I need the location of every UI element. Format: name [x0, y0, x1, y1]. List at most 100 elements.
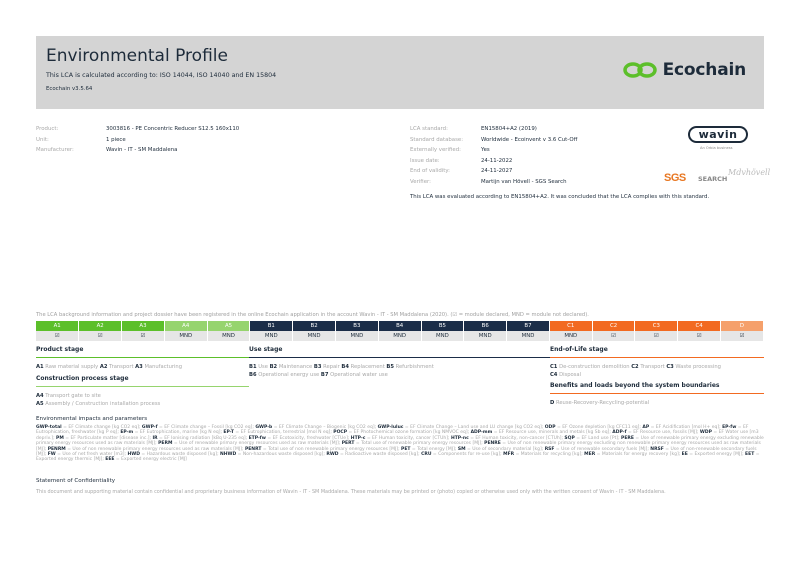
module-code-b3: B3	[335, 321, 379, 331]
abbreviation-term: PERT	[341, 441, 355, 447]
abbreviation-term: HTP-nc	[450, 435, 469, 441]
info-row: Standard database: Worldwide - Ecoinvent …	[410, 135, 577, 146]
stage-module-code: D	[550, 400, 555, 406]
abbreviation-definition: EF Eutrophication, freshwater [kg P eq]	[36, 425, 749, 436]
abbreviation-definition: EF Climate Change – Biogenic [kg CO2 eq]	[278, 425, 375, 430]
module-status-c2: ☑	[592, 331, 636, 341]
info-value: 24-11-2027	[481, 168, 513, 174]
abbreviation-term: RSF	[544, 446, 555, 452]
page-title: Environmental Profile	[46, 46, 228, 66]
ecochain-logo: Ecochain	[622, 60, 746, 80]
info-label: LCA standard:	[410, 126, 448, 132]
abbreviation-term: EP-fw	[722, 425, 737, 430]
info-value: 1 piece	[106, 136, 126, 143]
module-status-a4: MND	[164, 331, 208, 341]
module-status-b4: MND	[378, 331, 422, 341]
modules-status-row: ☑ ☑ ☑ MND MND MND MND MND MND MND MND MND MND ☑ ☑ ☑ ☑	[36, 331, 764, 341]
info-value: EN15804+A2 (2019)	[481, 126, 537, 132]
header-banner: Environmental Profile This LCA is calcul…	[36, 36, 764, 109]
confidentiality-title: Statement of Confidentiality	[36, 478, 116, 484]
stage-module-label: Transport	[640, 364, 665, 370]
abbreviation-definition: Use of non-renewable secondary fuels [MJ…	[36, 446, 757, 458]
module-status-b2: MND	[292, 331, 336, 341]
abbreviation-definition: EF Particulate matter [disease inc.]	[70, 435, 150, 441]
stage-title: End-of-Life stage	[550, 346, 764, 358]
abbreviation-definition: EF Land use [Pt]	[581, 435, 619, 441]
abbreviation-definition: Total energy [MJ]	[417, 446, 455, 452]
stage-modules: D Reuse-Recovery-Recycling-potential	[550, 400, 764, 408]
stage-modules: C1 De-construction demolition C2 Transpo…	[550, 364, 764, 379]
stage-module-code: A4	[36, 393, 44, 399]
info-row: Externally verified: Yes	[410, 145, 577, 156]
abbreviation-definition: EF Resource use, minerals and metals [kg…	[498, 430, 610, 436]
abbreviation-definition: EF Eutrophication, terrestrial [mol N eq…	[240, 430, 331, 436]
module-status-b3: MND	[335, 331, 379, 341]
info-row: Verifier: Martijn van Hövell - SGS Search	[410, 177, 577, 188]
module-status-c4: ☑	[677, 331, 721, 341]
stage-module-label: Operational energy use	[258, 371, 320, 378]
abbreviation-term: CRU	[421, 452, 432, 458]
abbreviation-definition: Use of renewable primary energy resource…	[179, 441, 339, 447]
abbreviation-term: ODP	[544, 425, 556, 430]
abbreviation-definition: Exported energy thermic [MJ]	[36, 457, 103, 463]
info-row: Issue date: 24-11-2022	[410, 156, 577, 167]
stage-module-label: Replacement	[350, 364, 385, 370]
abbreviation-definition: Use of secondary material [kg]	[472, 446, 542, 452]
abbreviation-definition: Use of non renewable primary energy reso…	[72, 446, 242, 452]
abbreviation-definition: Use of net fresh water [m3]	[62, 452, 125, 458]
subtitle: This LCA is calculated according to: ISO…	[46, 72, 277, 79]
info-row: End of validity: 24-11-2027	[410, 166, 577, 177]
stage-title: Construction process stage	[36, 375, 249, 387]
abbreviation-definition: EF Ionising radiation [kBq U-235 eq]	[164, 435, 246, 441]
info-label: Standard database:	[410, 136, 464, 143]
info-value: Worldwide - Ecoinvent v 3.6 Cut-Off	[481, 136, 578, 143]
abbreviation-term: GWP-luluc	[377, 425, 404, 430]
module-note: The LCA background information and proje…	[36, 312, 589, 318]
abbreviation-definition: Components for re-use [kg]	[438, 452, 501, 458]
stage-module-code: C1	[550, 364, 558, 370]
info-label: End of validity:	[410, 168, 451, 174]
module-code-d: D	[720, 321, 764, 331]
module-status-c3: ☑	[634, 331, 679, 341]
stage-module-code: B2	[269, 364, 278, 370]
module-status-b6: MND	[463, 331, 508, 341]
module-status-b7: MND	[506, 331, 550, 341]
module-status-a1: ☑	[36, 331, 80, 341]
info-value: Wavin - IT - SM Maddalena	[106, 147, 178, 153]
abbreviation-term: PERM	[158, 441, 173, 447]
abbreviation-term: AP	[642, 425, 650, 430]
stage-module-label: Transport gate to site	[45, 393, 101, 399]
stage-module-label: Assembly / Construction installation pro…	[45, 400, 161, 407]
module-status-a3: ☑	[121, 331, 165, 341]
stage-module-label: Raw material supply	[45, 364, 99, 370]
abbreviation-term: ETP-fw	[248, 435, 266, 441]
module-code-b6: B6	[463, 321, 508, 331]
stage-module-code: B1	[249, 364, 257, 370]
abbreviation-definition: EF Climate change [kg CO2 eq]	[68, 425, 139, 430]
stage-title: Use stage	[249, 346, 550, 358]
stage-module-code: B5	[386, 364, 394, 370]
abbreviation-definition: Total use of renewable primary energy re…	[361, 441, 482, 447]
abbreviation-definition: Use of renewable primary energy excludin…	[36, 435, 764, 447]
stage-title: Benefits and loads beyond the system bou…	[550, 382, 764, 394]
stage-module-label: Use	[258, 364, 268, 370]
abbreviation-definition: EF Climate Change – Land use and LU chan…	[410, 425, 542, 430]
confidentiality-text: This document and supporting material co…	[36, 489, 666, 495]
abbreviation-term: MFR	[503, 452, 515, 458]
info-label: Manufacturer:	[36, 147, 74, 153]
stage-module-code: A2	[99, 364, 108, 370]
stage-module-code: C2	[631, 364, 639, 370]
abbreviation-definition: Materials for energy recovery [kg]	[601, 452, 679, 458]
ecochain-logo-text: Ecochain	[662, 60, 747, 80]
info-row: Product: 3003816 - PE Concentric Reducer …	[36, 124, 239, 135]
stage-module-label: Reuse-Recovery-Recycling-potential	[555, 400, 650, 406]
stage-beyond: Benefits and loads beyond the system bou…	[550, 382, 764, 408]
module-code-a2: A2	[78, 321, 123, 331]
abbreviation-definition: EF Climate change – Fossil [kg CO2 eq]	[164, 425, 253, 430]
abbreviation-term: WDP	[699, 430, 712, 436]
info-row: LCA standard: EN15804+A2 (2019)	[410, 124, 577, 135]
ecochain-chain-icon	[622, 62, 657, 78]
abbreviation-definition: Total use of non renewable primary energ…	[268, 446, 399, 452]
abbreviation-term: EET	[745, 452, 755, 458]
stage-module-code: A3	[135, 364, 143, 370]
